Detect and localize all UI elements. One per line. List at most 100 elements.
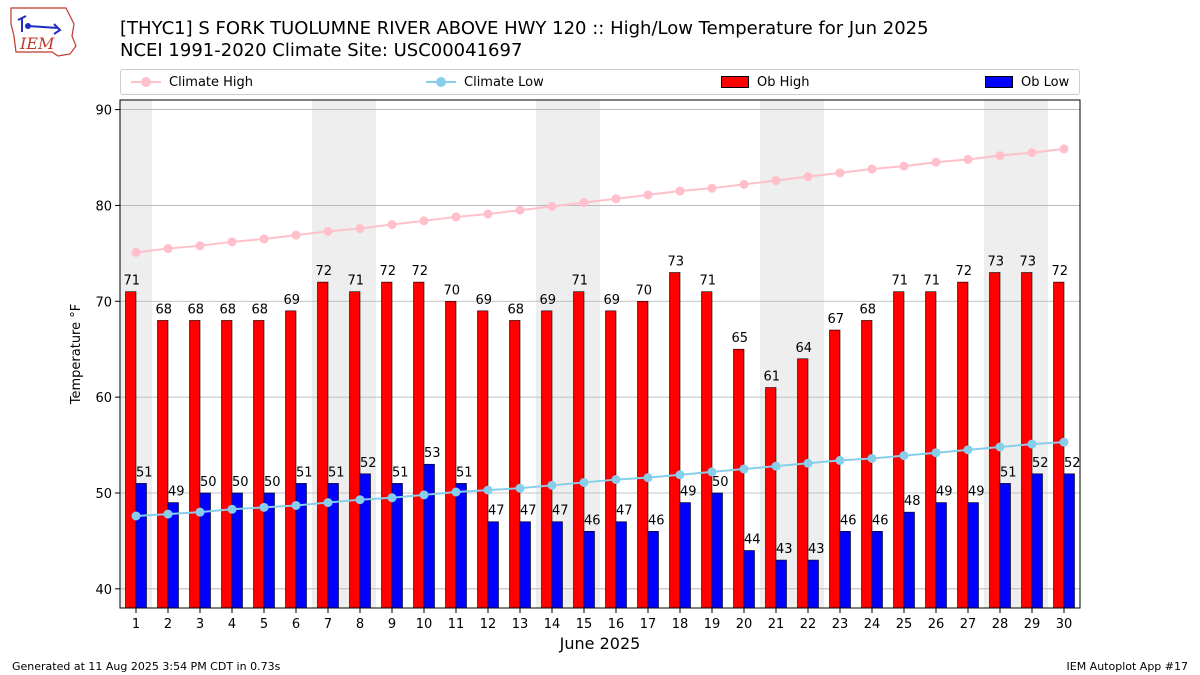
climate-high-point-30 xyxy=(1059,144,1069,154)
ob-high-bar-1 xyxy=(125,291,137,609)
ob-high-label-14: 69 xyxy=(539,293,556,308)
ob-high-label-5: 68 xyxy=(251,302,268,317)
ob-high-swatch xyxy=(721,76,749,88)
legend-label-ob-low: Ob Low xyxy=(1021,74,1070,90)
iem-logo: IEM xyxy=(10,7,77,57)
climate-high-point-21 xyxy=(771,176,781,186)
ob-low-label-26: 49 xyxy=(936,485,953,500)
ob-high-label-20: 65 xyxy=(731,331,748,346)
climate-high-point-28 xyxy=(995,151,1005,161)
ob-low-label-25: 48 xyxy=(904,494,921,509)
ob-high-label-25: 71 xyxy=(891,274,908,289)
xtick-label-9: 9 xyxy=(388,617,396,632)
ob-low-bar-29 xyxy=(1031,473,1043,609)
ob-low-label-11: 51 xyxy=(456,465,473,480)
xtick-label-25: 25 xyxy=(896,617,913,632)
xtick-label-20: 20 xyxy=(736,617,753,632)
xtick-label-16: 16 xyxy=(608,617,625,632)
xtick-label-24: 24 xyxy=(864,617,881,632)
ob-high-label-16: 69 xyxy=(603,293,620,308)
ob-low-bar-8 xyxy=(359,473,371,609)
climate-low-point-4 xyxy=(227,504,237,514)
xtick-label-27: 27 xyxy=(960,617,977,632)
ob-low-bar-28 xyxy=(999,483,1011,609)
ob-low-label-24: 46 xyxy=(872,513,889,528)
ob-high-bar-18 xyxy=(669,272,681,609)
ob-low-bar-2 xyxy=(167,502,179,609)
xtick-label-28: 28 xyxy=(992,617,1009,632)
ob-high-label-27: 72 xyxy=(955,264,972,279)
climate-high-point-2 xyxy=(163,244,173,254)
xtick-label-2: 2 xyxy=(164,617,172,632)
ob-high-label-3: 68 xyxy=(187,302,204,317)
ob-high-label-29: 73 xyxy=(1019,255,1036,270)
climate-low-point-12 xyxy=(483,485,493,495)
ob-high-bar-15 xyxy=(573,291,585,609)
ob-low-bar-16 xyxy=(615,521,627,609)
ob-high-bar-12 xyxy=(477,310,489,609)
xtick-label-6: 6 xyxy=(292,617,300,632)
ob-low-bar-11 xyxy=(455,483,467,609)
ob-high-label-22: 64 xyxy=(795,341,812,356)
climate-low-point-16 xyxy=(611,475,621,485)
ob-high-label-1: 71 xyxy=(123,274,140,289)
ob-low-bar-17 xyxy=(647,531,659,609)
xtick-label-13: 13 xyxy=(512,617,529,632)
ob-high-bar-9 xyxy=(381,281,393,609)
ytick-label-50: 50 xyxy=(95,487,112,502)
ob-low-bar-26 xyxy=(935,502,947,609)
ob-high-bar-5 xyxy=(253,320,265,609)
ob-low-bar-21 xyxy=(775,559,787,609)
climate-low-point-5 xyxy=(259,502,269,512)
climate-low-point-30 xyxy=(1059,437,1069,447)
climate-low-point-27 xyxy=(963,445,973,455)
climate-low-point-22 xyxy=(803,458,813,468)
ob-high-bar-20 xyxy=(733,348,745,609)
legend-item-climate-low: Climate Low xyxy=(426,70,544,94)
ob-high-label-23: 67 xyxy=(827,312,844,327)
xtick-label-7: 7 xyxy=(324,617,332,632)
ob-low-bar-10 xyxy=(423,463,435,609)
legend-label-ob-high: Ob High xyxy=(757,74,810,90)
ytick-label-80: 80 xyxy=(95,199,112,214)
ob-low-label-19: 50 xyxy=(712,475,729,490)
climate-low-point-29 xyxy=(1027,439,1037,449)
climate-low-point-8 xyxy=(355,495,365,505)
legend-item-climate-high: Climate High xyxy=(131,70,253,94)
logo-text: IEM xyxy=(19,34,55,53)
ob-high-label-24: 68 xyxy=(859,302,876,317)
climate-low-point-19 xyxy=(707,467,717,477)
ob-low-label-27: 49 xyxy=(968,485,985,500)
ob-low-bar-13 xyxy=(519,521,531,609)
ob-high-bar-14 xyxy=(541,310,553,609)
xtick-label-18: 18 xyxy=(672,617,689,632)
xtick-label-12: 12 xyxy=(480,617,497,632)
climate-low-point-18 xyxy=(675,470,685,480)
climate-low-point-26 xyxy=(931,448,941,458)
ob-low-label-7: 51 xyxy=(328,465,345,480)
ob-low-label-21: 43 xyxy=(776,542,793,557)
weather-station-icon xyxy=(17,15,62,35)
ob-high-label-4: 68 xyxy=(219,302,236,317)
climate-high-point-11 xyxy=(451,212,461,222)
climate-high-point-18 xyxy=(675,186,685,196)
climate-high-point-3 xyxy=(195,241,205,251)
ob-high-bar-6 xyxy=(285,310,297,609)
xtick-label-10: 10 xyxy=(416,617,433,632)
climate-low-line xyxy=(135,441,1065,517)
climate-high-point-13 xyxy=(515,205,525,215)
ob-low-label-29: 52 xyxy=(1032,456,1049,471)
ob-high-bar-17 xyxy=(637,300,649,609)
climate-high-point-20 xyxy=(739,179,749,189)
ob-low-bar-19 xyxy=(711,492,723,609)
xtick-label-4: 4 xyxy=(228,617,236,632)
climate-high-point-5 xyxy=(259,234,269,244)
climate-high-swatch xyxy=(131,76,161,88)
climate-high-point-14 xyxy=(547,201,557,211)
climate-low-point-25 xyxy=(899,451,909,461)
ob-high-label-18: 73 xyxy=(667,255,684,270)
ob-high-label-19: 71 xyxy=(699,274,716,289)
ob-high-label-7: 72 xyxy=(315,264,332,279)
ob-high-bar-4 xyxy=(221,320,233,609)
